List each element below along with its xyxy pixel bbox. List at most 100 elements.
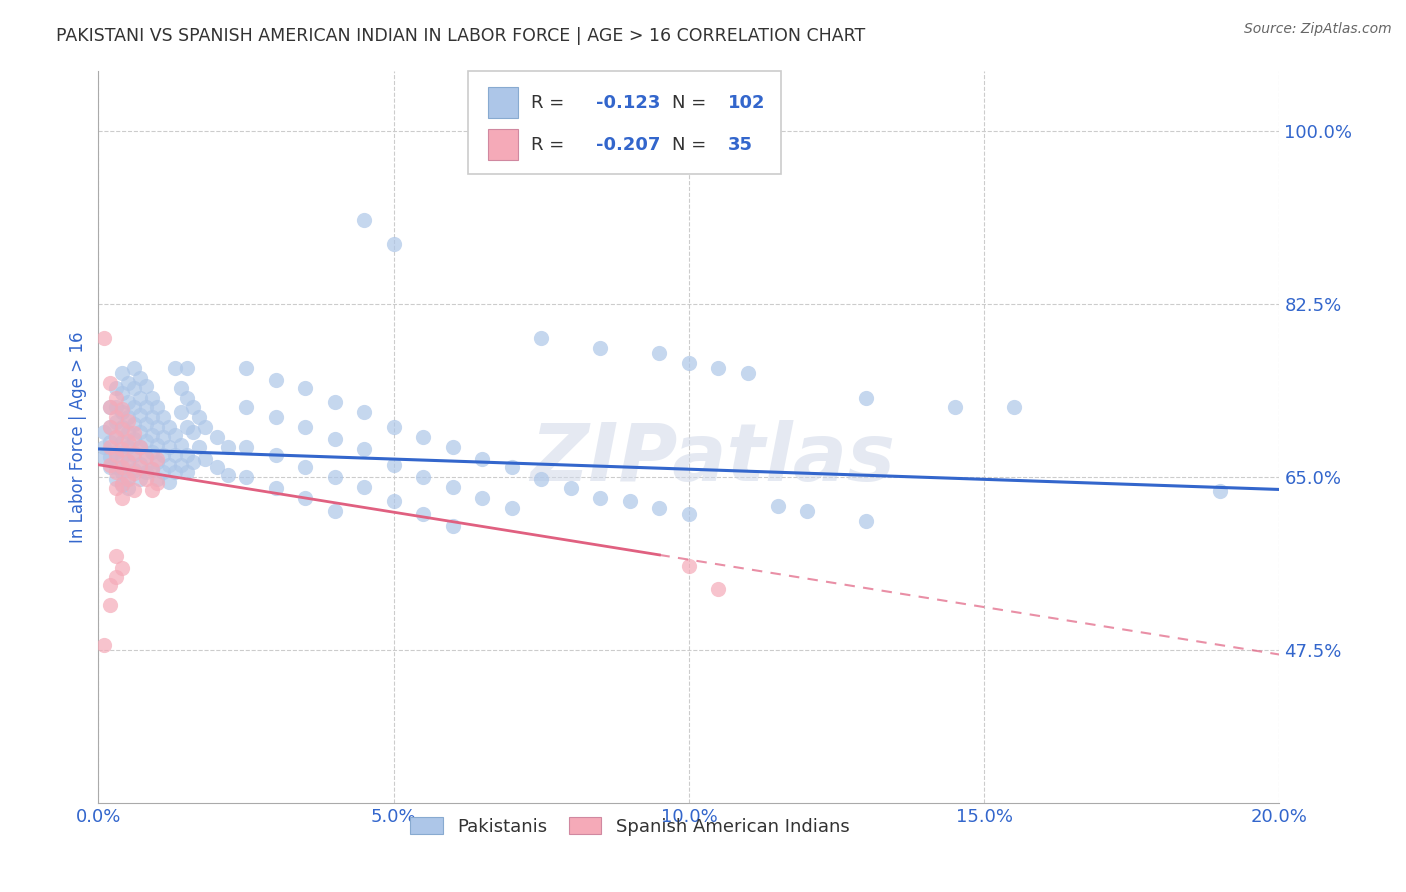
Point	[323, 469, 346, 483]
Point	[205, 430, 228, 444]
Point	[294, 381, 316, 395]
Point	[157, 440, 180, 454]
Point	[111, 422, 134, 436]
Point	[146, 401, 169, 415]
Point	[122, 417, 145, 432]
Point	[93, 638, 115, 652]
Point	[530, 472, 553, 486]
Point	[111, 420, 134, 434]
Point	[176, 448, 198, 462]
Point	[98, 578, 121, 592]
Legend: Pakistanis, Spanish American Indians: Pakistanis, Spanish American Indians	[401, 808, 859, 845]
Point	[122, 483, 145, 498]
Point	[181, 425, 204, 439]
Point	[98, 458, 121, 472]
Point	[141, 445, 163, 459]
Point	[128, 457, 150, 471]
Point	[412, 507, 434, 521]
FancyBboxPatch shape	[488, 87, 517, 118]
Point	[135, 465, 157, 479]
Point	[187, 440, 209, 454]
Point	[170, 458, 193, 472]
Point	[117, 434, 139, 448]
Point	[235, 401, 257, 415]
Point	[128, 391, 150, 405]
Point	[105, 482, 128, 496]
Point	[98, 598, 121, 612]
Point	[135, 378, 157, 392]
Point	[678, 558, 700, 573]
Point	[194, 451, 217, 466]
Point	[412, 430, 434, 444]
Point	[412, 469, 434, 483]
Point	[560, 482, 582, 496]
Point	[93, 440, 115, 454]
Point	[98, 440, 121, 454]
Point	[122, 401, 145, 415]
Point	[105, 381, 128, 395]
Text: R =: R =	[530, 136, 569, 153]
Point	[146, 472, 169, 486]
Text: ZIPatlas: ZIPatlas	[530, 420, 896, 498]
Point	[128, 371, 150, 385]
Point	[117, 395, 139, 409]
Point	[217, 467, 239, 482]
Point	[441, 479, 464, 493]
Point	[648, 346, 671, 360]
Point	[117, 425, 139, 439]
Point	[353, 212, 375, 227]
Point	[264, 373, 287, 387]
Point	[176, 391, 198, 405]
Point	[111, 459, 134, 474]
Point	[117, 440, 139, 454]
Point	[766, 500, 789, 514]
Point	[128, 425, 150, 439]
Point	[117, 469, 139, 483]
Point	[855, 391, 877, 405]
Point	[117, 376, 139, 390]
Point	[165, 428, 187, 442]
Point	[217, 440, 239, 454]
Point	[294, 459, 316, 474]
Point	[141, 483, 163, 498]
Text: N =: N =	[672, 136, 713, 153]
Point	[128, 459, 150, 474]
Point	[98, 420, 121, 434]
Point	[111, 450, 134, 464]
Point	[122, 466, 145, 480]
Point	[117, 410, 139, 425]
Point	[157, 420, 180, 434]
Point	[98, 459, 121, 474]
Point	[122, 432, 145, 446]
Point	[146, 438, 169, 452]
Point	[170, 438, 193, 452]
Point	[157, 475, 180, 489]
Point	[205, 459, 228, 474]
Point	[135, 401, 157, 415]
Point	[111, 385, 134, 400]
Point	[235, 440, 257, 454]
Point	[128, 440, 150, 454]
Point	[235, 360, 257, 375]
Point	[111, 491, 134, 506]
Point	[105, 465, 128, 479]
Point	[589, 491, 612, 506]
Point	[157, 458, 180, 472]
Point	[98, 401, 121, 415]
Point	[111, 435, 134, 450]
Point	[146, 451, 169, 466]
Point	[111, 477, 134, 491]
Point	[135, 472, 157, 486]
Point	[93, 425, 115, 439]
Point	[146, 455, 169, 469]
Text: PAKISTANI VS SPANISH AMERICAN INDIAN IN LABOR FORCE | AGE > 16 CORRELATION CHART: PAKISTANI VS SPANISH AMERICAN INDIAN IN …	[56, 27, 866, 45]
Point	[176, 465, 198, 479]
Point	[323, 432, 346, 446]
Point	[135, 450, 157, 464]
Point	[122, 426, 145, 441]
Point	[152, 410, 174, 425]
Point	[141, 461, 163, 475]
Point	[98, 420, 121, 434]
Point	[105, 472, 128, 486]
Point	[181, 455, 204, 469]
